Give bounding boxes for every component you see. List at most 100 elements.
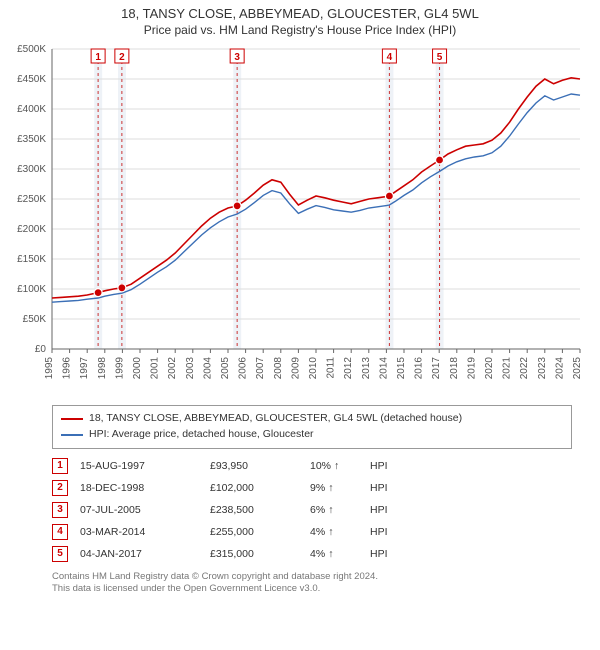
svg-text:£200K: £200K [17,224,46,235]
sale-date: 15-AUG-1997 [80,460,210,472]
svg-text:1: 1 [95,52,101,63]
sale-marker-badge: 5 [52,546,68,562]
svg-text:2022: 2022 [519,357,530,380]
svg-text:2001: 2001 [150,357,161,380]
sale-delta-value: 6% [310,504,325,516]
sale-delta: 10%↑ [310,460,370,472]
sale-ref: HPI [370,460,420,472]
sale-price: £315,000 [210,548,310,560]
svg-text:2018: 2018 [449,357,460,380]
svg-text:2006: 2006 [238,357,249,380]
svg-text:2017: 2017 [431,357,442,380]
svg-text:2008: 2008 [273,357,284,380]
svg-text:1996: 1996 [62,357,73,380]
svg-text:£250K: £250K [17,194,46,205]
svg-text:2024: 2024 [554,357,565,380]
svg-text:2002: 2002 [167,357,178,380]
chart-svg: £0 £50K £100K £150K £200K £250K £300K £350K £400… [0,39,600,399]
sale-ref: HPI [370,526,420,538]
sale-marker-badge: 3 [52,502,68,518]
sales-table: 115-AUG-1997£93,95010%↑HPI218-DEC-1998£1… [52,455,572,565]
titles: 18, TANSY CLOSE, ABBEYMEAD, GLOUCESTER, … [0,0,600,39]
svg-text:2009: 2009 [290,357,301,380]
svg-text:2014: 2014 [378,357,389,380]
svg-text:2016: 2016 [414,357,425,380]
sale-date: 18-DEC-1998 [80,482,210,494]
sale-row: 218-DEC-1998£102,0009%↑HPI [52,477,572,499]
svg-text:4: 4 [387,52,393,63]
sale-marker-badge: 4 [52,524,68,540]
svg-text:2020: 2020 [484,357,495,380]
sale-date: 03-MAR-2014 [80,526,210,538]
svg-text:2025: 2025 [572,357,583,380]
svg-text:£500K: £500K [17,44,46,55]
svg-text:£450K: £450K [17,74,46,85]
svg-text:1999: 1999 [114,357,125,380]
svg-text:2021: 2021 [502,357,513,380]
legend-swatch [61,434,83,436]
chart-container: 18, TANSY CLOSE, ABBEYMEAD, GLOUCESTER, … [0,0,600,596]
svg-text:2010: 2010 [308,357,319,380]
sale-ref: HPI [370,482,420,494]
sale-price: £238,500 [210,504,310,516]
legend-label: HPI: Average price, detached house, Glou… [89,427,314,443]
sale-ref: HPI [370,548,420,560]
svg-text:2013: 2013 [361,357,372,380]
svg-text:£300K: £300K [17,164,46,175]
svg-text:£350K: £350K [17,134,46,145]
legend-label: 18, TANSY CLOSE, ABBEYMEAD, GLOUCESTER, … [89,411,462,427]
legend-row: HPI: Average price, detached house, Glou… [61,427,563,443]
title-subtitle: Price paid vs. HM Land Registry's House … [4,23,596,37]
legend-row: 18, TANSY CLOSE, ABBEYMEAD, GLOUCESTER, … [61,411,563,427]
sale-delta-value: 4% [310,526,325,538]
svg-text:2011: 2011 [326,357,337,379]
sale-row: 115-AUG-1997£93,95010%↑HPI [52,455,572,477]
sale-delta-value: 10% [310,460,331,472]
svg-text:2012: 2012 [343,357,354,380]
svg-text:2004: 2004 [202,357,213,380]
sale-row: 403-MAR-2014£255,0004%↑HPI [52,521,572,543]
sale-date: 04-JAN-2017 [80,548,210,560]
arrow-up-icon: ↑ [334,460,339,472]
sale-row: 5 04-JAN-2017£315,0004%↑HPI [52,543,572,565]
arrow-up-icon: ↑ [328,526,333,538]
legend-swatch [61,418,83,420]
sale-ref: HPI [370,504,420,516]
sale-price: £93,950 [210,460,310,472]
arrow-up-icon: ↑ [328,548,333,560]
title-address: 18, TANSY CLOSE, ABBEYMEAD, GLOUCESTER, … [4,6,596,21]
sale-delta-value: 9% [310,482,325,494]
svg-text:£0: £0 [35,344,47,355]
sale-delta: 6%↑ [310,504,370,516]
svg-text:2023: 2023 [537,357,548,380]
svg-text:£400K: £400K [17,104,46,115]
svg-text:2015: 2015 [396,357,407,380]
svg-text:2019: 2019 [466,357,477,380]
sale-marker-badge: 1 [52,458,68,474]
svg-text:2003: 2003 [185,357,196,380]
svg-text:1995: 1995 [44,357,55,380]
svg-text:1998: 1998 [97,357,108,380]
arrow-up-icon: ↑ [328,482,333,494]
chart: £0 £50K £100K £150K £200K £250K £300K £350K £400… [0,39,600,399]
legend: 18, TANSY CLOSE, ABBEYMEAD, GLOUCESTER, … [52,405,572,449]
svg-text:5: 5 [437,52,443,63]
svg-text:£50K: £50K [23,314,47,325]
svg-text:3: 3 [234,52,240,63]
sale-delta: 4%↑ [310,526,370,538]
sale-marker-badge: 2 [52,480,68,496]
sale-price: £255,000 [210,526,310,538]
sale-delta: 9%↑ [310,482,370,494]
svg-text:£100K: £100K [17,284,46,295]
footer-line1: Contains HM Land Registry data © Crown c… [52,571,572,584]
footer-line2: This data is licensed under the Open Gov… [52,583,572,596]
svg-text:2007: 2007 [255,357,266,380]
svg-text:2000: 2000 [132,357,143,380]
sale-row: 307-JUL-2005£238,5006%↑HPI [52,499,572,521]
svg-text:2005: 2005 [220,357,231,380]
arrow-up-icon: ↑ [328,504,333,516]
svg-text:£150K: £150K [17,254,46,265]
sale-delta: 4%↑ [310,548,370,560]
sale-price: £102,000 [210,482,310,494]
svg-text:2: 2 [119,52,125,63]
